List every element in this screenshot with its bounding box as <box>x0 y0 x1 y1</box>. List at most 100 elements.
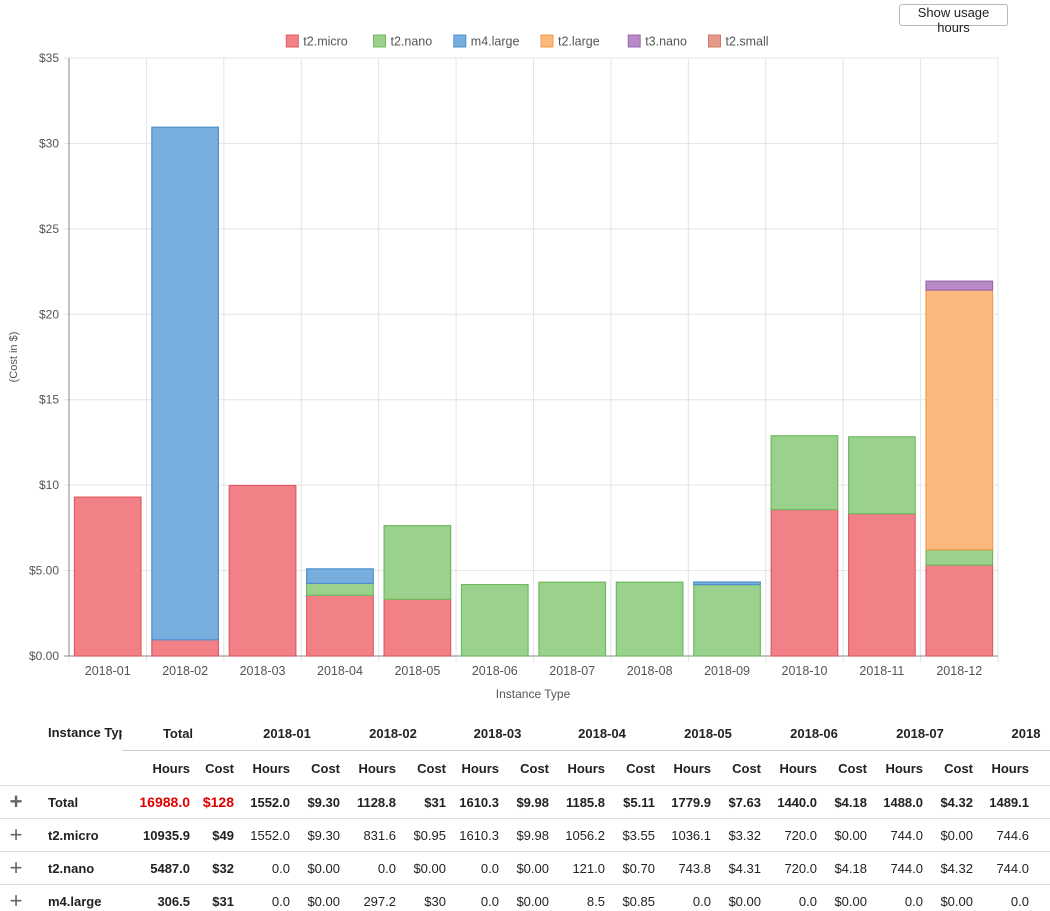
hours-cell: 297.2 <box>363 893 396 909</box>
show-usage-hours-button[interactable]: Show usage hours <box>899 4 1008 35</box>
expand-icon[interactable]: + <box>9 855 23 880</box>
cost-subheader[interactable]: Cost <box>290 750 340 786</box>
y-tick-label: $5.00 <box>29 564 59 578</box>
expand-icon[interactable]: + <box>9 822 23 847</box>
total-hours-cell: 10935.9 <box>143 827 190 843</box>
hours-cell: 1185.8 <box>565 794 605 810</box>
x-tick-label: 2018-01 <box>85 664 131 678</box>
legend-swatch-t3-nano <box>627 34 641 48</box>
hours-subheader[interactable]: Hours <box>761 750 817 786</box>
hours-subheader[interactable]: Hours <box>446 750 499 786</box>
cost-cell: $4.18 <box>834 860 867 876</box>
cost-subheader[interactable]: Cost <box>1029 750 1050 786</box>
cost-subheader[interactable]: Cost <box>605 750 655 786</box>
table-total-row: + Total 16988.0 $128 1552.0 $9.30 1128.8 $31 161… <box>0 785 1050 819</box>
cost-cell: $4.31 <box>728 860 761 876</box>
hours-subheader[interactable]: Hours <box>655 750 711 786</box>
y-tick-label: $0.00 <box>29 649 59 663</box>
hours-cell: 0.0 <box>692 893 711 909</box>
cost-subheader[interactable]: Cost <box>817 750 867 786</box>
bar-t2-micro <box>306 594 374 657</box>
cost-cell: $9.98 <box>516 794 549 810</box>
bar-t2-nano <box>615 581 684 657</box>
cost-cell: $0.00 <box>728 893 761 909</box>
hours-cell: 121.0 <box>572 860 605 876</box>
x-tick-label: 2018-06 <box>472 664 518 678</box>
month-header[interactable]: 2018-07 <box>896 725 944 741</box>
total-header[interactable]: Total <box>162 725 194 741</box>
hours-cell: 744.0 <box>996 860 1029 876</box>
subheader-blank <box>0 751 32 786</box>
x-tick-label: 2018-02 <box>162 664 208 678</box>
x-tick-label: 2018-10 <box>782 664 828 678</box>
cost-table-container[interactable]: Instance Type Total 2018-01 2018-02 2018… <box>0 716 1050 911</box>
bar-m4-large <box>693 581 761 586</box>
cost-subheader[interactable]: Cost <box>499 750 549 786</box>
month-header[interactable]: 2018 <box>1011 725 1041 741</box>
instance-name: t2.nano <box>48 860 95 876</box>
bar-t2-micro <box>383 598 452 657</box>
x-tick-label: 2018-11 <box>859 664 904 678</box>
y-tick-label: $15 <box>39 393 59 407</box>
legend-swatch-m4-large <box>453 34 467 48</box>
hours-cell: 743.8 <box>678 860 711 876</box>
bar-t2-large <box>925 289 994 551</box>
hours-subheader[interactable]: Hours <box>549 750 605 786</box>
month-header[interactable]: 2018-04 <box>578 725 626 741</box>
month-header[interactable]: 2018-03 <box>473 725 522 741</box>
hours-cell: 1552.0 <box>250 827 290 843</box>
total-hours-cell: 16988.0 <box>139 794 190 810</box>
instance-name: Total <box>48 794 79 810</box>
total-hours-cell: 306.5 <box>157 893 190 909</box>
hours-cell: 1610.3 <box>459 794 499 810</box>
hours-subheader[interactable]: Hours <box>340 750 396 786</box>
hours-subheader[interactable]: Hours <box>973 750 1029 786</box>
total-cost-cell: $32 <box>212 860 234 876</box>
cost-subheader[interactable]: Cost <box>923 750 973 786</box>
hours-cell: 0.0 <box>798 893 817 909</box>
instance-type-header[interactable]: Instance Type <box>48 725 122 741</box>
total-cost-cell: $31 <box>212 893 234 909</box>
month-header[interactable]: 2018-06 <box>790 725 838 741</box>
x-tick-label: 2018-03 <box>240 664 286 678</box>
bar-t2-micro <box>770 508 839 657</box>
cost-subheader[interactable]: Cost <box>396 750 446 786</box>
month-header[interactable]: 2018-02 <box>369 725 417 741</box>
hours-cell: 0.0 <box>480 893 499 909</box>
legend-label: t2.nano <box>391 35 433 49</box>
y-tick-label: $10 <box>39 478 59 492</box>
month-header[interactable]: 2018-05 <box>684 725 732 741</box>
x-tick-label: 2018-05 <box>394 664 440 678</box>
expand-icon[interactable]: + <box>9 789 23 814</box>
hours-cell: 1036.1 <box>671 827 711 843</box>
bar-m4-large <box>306 568 374 584</box>
bar-t2-micro <box>73 496 142 657</box>
hours-cell: 744.0 <box>890 827 923 843</box>
hours-subheader[interactable]: Hours <box>122 750 190 786</box>
cost-subheader[interactable]: Cost <box>711 750 761 786</box>
cost-cell: $4.32 <box>940 794 973 810</box>
cost-cell: $0.00 <box>516 893 549 909</box>
legend-label: t2.small <box>726 35 769 49</box>
expand-icon[interactable]: + <box>9 888 23 911</box>
bar-t2-nano <box>693 583 761 657</box>
hours-cell: 1440.0 <box>777 794 817 810</box>
bar-t2-micro <box>151 639 220 657</box>
bar-t2-nano <box>847 436 916 515</box>
y-tick-label: $35 <box>39 51 59 65</box>
hours-cell: 0.0 <box>480 860 499 876</box>
table-row: + m4.large 306.5 $31 0.0 $0.00 297.2 $30 0.0 $0.0… <box>0 884 1050 911</box>
cost-cell: $0.00 <box>940 893 973 909</box>
x-tick-label: 2018-04 <box>317 664 363 678</box>
bar-t2-micro <box>228 484 297 657</box>
hours-cell: 744.0 <box>890 860 923 876</box>
hours-subheader[interactable]: Hours <box>234 750 290 786</box>
hours-cell: 1489.1 <box>989 794 1029 810</box>
hours-cell: 831.6 <box>363 827 396 843</box>
legend-swatch-t2-nano <box>373 34 386 48</box>
cost-cell: $0.00 <box>834 893 867 909</box>
cost-subheader[interactable]: Cost <box>190 750 234 786</box>
hours-cell: 1488.0 <box>883 794 923 810</box>
month-header[interactable]: 2018-01 <box>263 725 311 741</box>
hours-subheader[interactable]: Hours <box>867 750 923 786</box>
